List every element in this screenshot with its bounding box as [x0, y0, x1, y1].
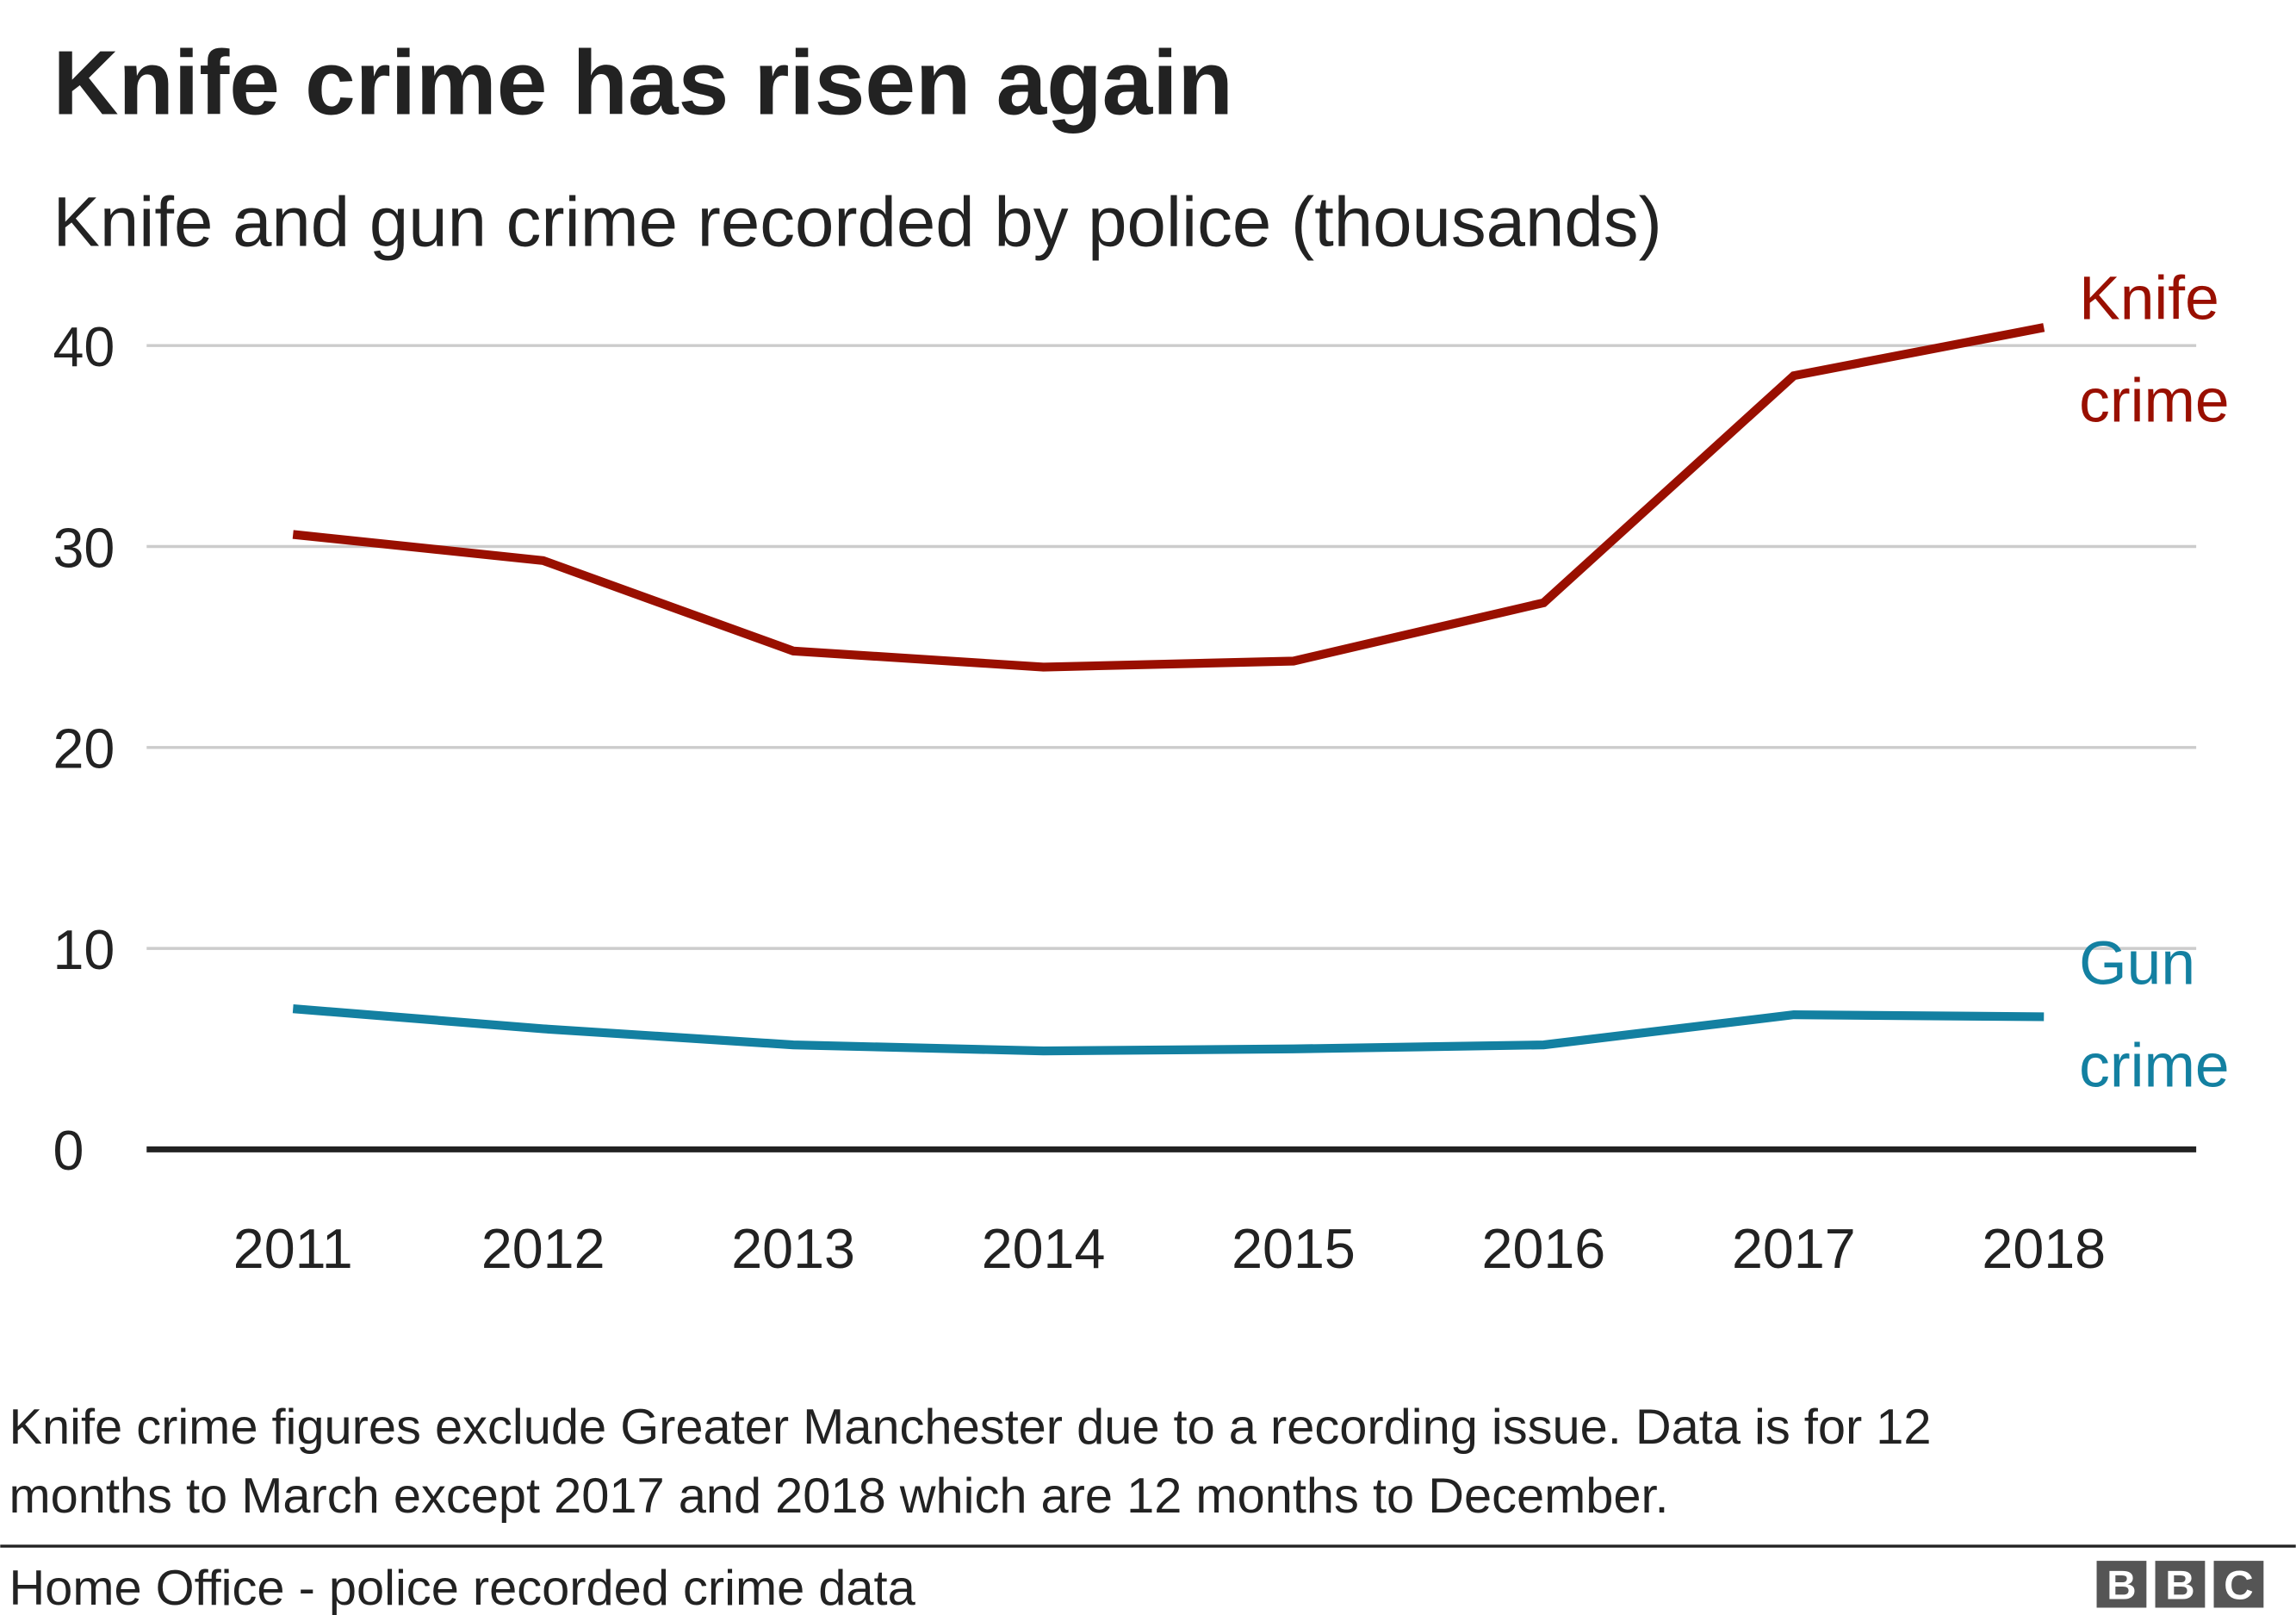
- x-tick-label: 2018: [1982, 1218, 2106, 1280]
- series-label-line2: crime: [2079, 1031, 2229, 1100]
- x-tick-label: 2012: [481, 1218, 605, 1280]
- bbc-logo: B B C: [2096, 1561, 2264, 1608]
- x-tick-label: 2011: [233, 1218, 353, 1280]
- y-tick-label: 10: [53, 919, 115, 981]
- y-tick-label: 30: [53, 517, 115, 579]
- chart-title: Knife crime has risen again: [53, 34, 1232, 134]
- gun-crime-line: [292, 1004, 2045, 1056]
- series-label-line1: Gun: [2079, 929, 2195, 997]
- x-tick-label: 2016: [1482, 1218, 1606, 1280]
- x-tick-label: 2017: [1732, 1218, 1856, 1280]
- y-tick-label: 40: [53, 316, 115, 378]
- series-label-line1: Knife: [2079, 264, 2219, 333]
- footnote-line-2: months to March except 2017 and 2018 whi…: [9, 1469, 1668, 1524]
- x-tick-label: 2013: [731, 1218, 855, 1280]
- y-tick-label: 20: [53, 718, 115, 780]
- y-tick-label: 0: [53, 1120, 84, 1182]
- x-tick-label: 2014: [982, 1218, 1106, 1280]
- svg-text:C: C: [2224, 1562, 2253, 1608]
- svg-text:B: B: [2107, 1562, 2136, 1608]
- chart-subtitle: Knife and gun crime recorded by police (…: [53, 183, 1661, 262]
- svg-text:B: B: [2165, 1562, 2194, 1608]
- footnote-line-1: Knife crime figures exclude Greater Manc…: [9, 1400, 1931, 1455]
- series-label-line2: crime: [2079, 367, 2229, 436]
- x-tick-label: 2015: [1232, 1218, 1356, 1280]
- knife-crime-line: [292, 323, 2045, 672]
- source-text: Home Office - police recorded crime data: [9, 1561, 915, 1615]
